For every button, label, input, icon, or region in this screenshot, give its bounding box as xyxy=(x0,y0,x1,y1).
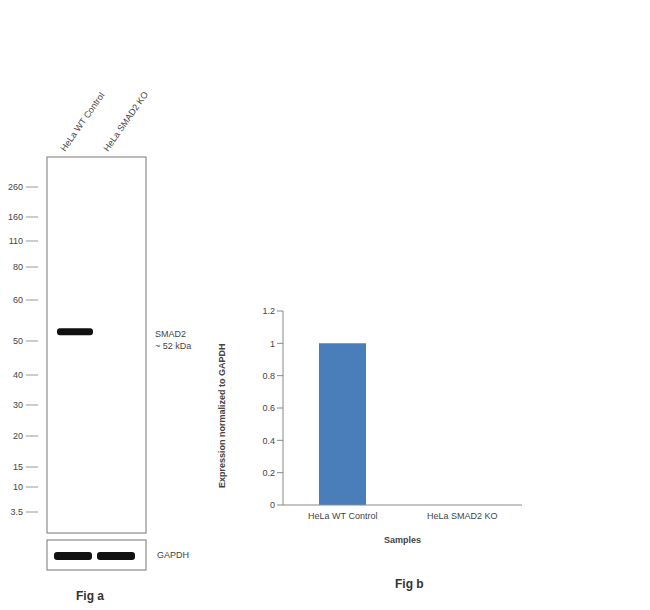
svg-text:30: 30 xyxy=(13,400,23,410)
svg-text:15: 15 xyxy=(13,462,23,472)
svg-text:20: 20 xyxy=(13,431,23,441)
svg-text:~ 52 kDa: ~ 52 kDa xyxy=(155,341,191,351)
html-text:Fig b: Fig b xyxy=(395,577,424,591)
svg-text:40: 40 xyxy=(13,370,23,380)
svg-text:1.2: 1.2 xyxy=(262,306,275,316)
svg-text:0.8: 0.8 xyxy=(262,371,275,381)
svg-text:Samples: Samples xyxy=(384,535,421,545)
svg-text:0.4: 0.4 xyxy=(262,436,275,446)
svg-text:HeLa SMAD2 KO: HeLa SMAD2 KO xyxy=(101,90,150,154)
svg-text:0: 0 xyxy=(270,500,275,510)
svg-text:110: 110 xyxy=(9,236,23,246)
svg-text:Fig a: Fig a xyxy=(76,589,104,603)
svg-text:Expression normalized to GAPDH: Expression normalized to GAPDH xyxy=(217,343,227,488)
svg-text:HeLa SMAD2 KO: HeLa SMAD2 KO xyxy=(427,511,498,521)
svg-text:GAPDH: GAPDH xyxy=(157,550,189,560)
svg-text:80: 80 xyxy=(13,262,23,272)
svg-text:50: 50 xyxy=(13,336,23,346)
svg-text:260: 260 xyxy=(8,182,23,192)
svg-text:10: 10 xyxy=(13,482,23,492)
svg-text:1: 1 xyxy=(270,339,275,349)
svg-text:3.5: 3.5 xyxy=(10,507,23,517)
svg-text:160: 160 xyxy=(8,212,23,222)
svg-text:60: 60 xyxy=(13,295,23,305)
svg-text:SMAD2: SMAD2 xyxy=(155,329,186,339)
svg-text:HeLa WT Control: HeLa WT Control xyxy=(58,91,106,154)
svg-text:0.6: 0.6 xyxy=(262,403,275,413)
svg-text:0.2: 0.2 xyxy=(262,468,275,478)
svg-text:HeLa WT Control: HeLa WT Control xyxy=(308,511,377,521)
